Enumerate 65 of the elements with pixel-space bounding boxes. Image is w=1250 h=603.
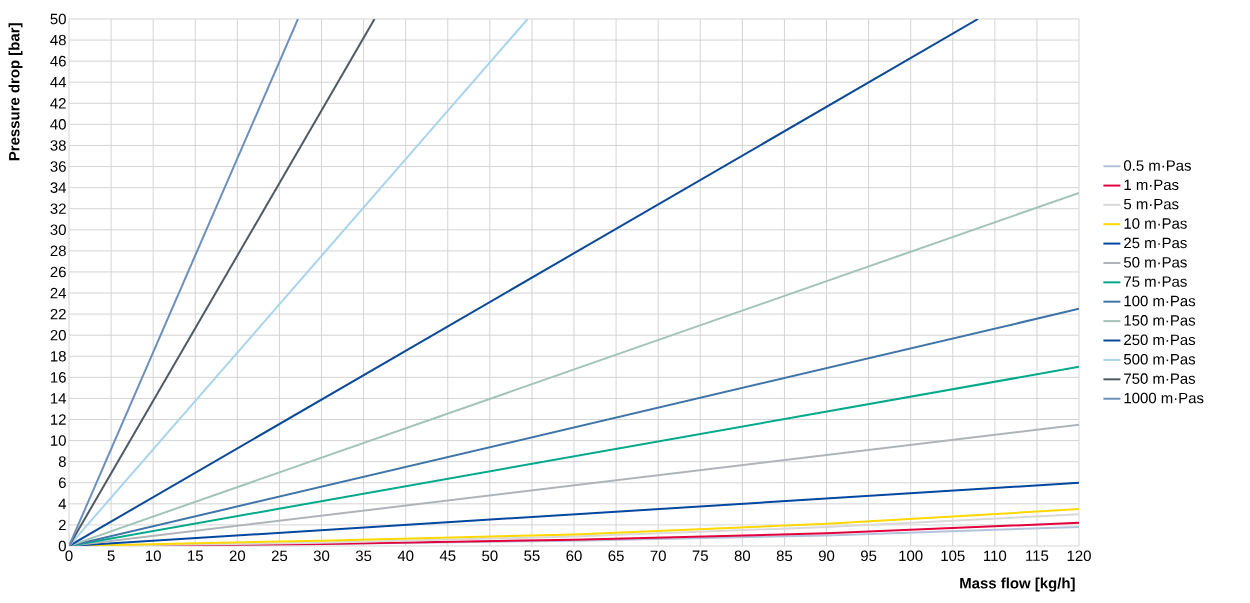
x-tick-label: 55 [524, 550, 540, 561]
x-tick-label: 45 [439, 550, 456, 561]
legend-label: 0.5 m·Pas [1123, 160, 1191, 171]
x-axis-title: Mass flow [kg/h] [960, 577, 1075, 592]
y-tick-label: 12 [51, 414, 66, 425]
x-tick-label: 65 [608, 550, 624, 562]
legend-label: 5 m·Pas [1124, 198, 1179, 210]
x-tick-label: 95 [860, 550, 877, 562]
legend-label: 250 m·Pas [1124, 334, 1196, 346]
y-tick-label: 0 [58, 540, 66, 552]
x-tick-label: 60 [566, 550, 582, 562]
y-tick-label: 38 [50, 140, 66, 151]
x-tick-label: 70 [650, 550, 666, 562]
legend-label: 1 m·Pas [1124, 179, 1179, 191]
x-tick-label: 10 [146, 550, 161, 562]
legend-label: 750 m·Pas [1124, 373, 1196, 384]
y-axis-title: Pressure drop [bar] [8, 23, 23, 161]
x-tick-label: 100 [899, 550, 923, 562]
y-tick-label: 14 [51, 393, 67, 404]
y-tick-label: 18 [51, 350, 66, 362]
x-tick-label: 120 [1067, 550, 1091, 562]
y-tick-label: 24 [50, 287, 67, 299]
x-tick-label: 80 [734, 550, 751, 562]
y-tick-label: 6 [58, 477, 66, 489]
y-tick-label: 30 [50, 224, 66, 236]
x-tick-label: 85 [776, 550, 793, 562]
y-tick-label: 2 [58, 519, 66, 531]
y-tick-label: 46 [50, 55, 66, 67]
y-tick-label: 10 [51, 435, 66, 446]
legend-label: 75 m·Pas [1124, 276, 1187, 287]
y-tick-label: 36 [50, 161, 66, 172]
y-tick-label: 42 [50, 98, 66, 109]
y-tick-label: 48 [50, 34, 66, 46]
x-tick-label: 75 [692, 550, 708, 561]
y-tick-label: 40 [50, 119, 66, 130]
y-tick-label: 34 [50, 182, 67, 193]
y-tick-label: 8 [58, 456, 66, 467]
x-tick-label: 90 [818, 550, 835, 562]
y-tick-label: 22 [50, 308, 66, 320]
x-tick-label: 15 [188, 550, 203, 561]
x-tick-label: 50 [482, 550, 498, 562]
x-tick-label: 5 [107, 550, 115, 561]
legend-label: 150 m·Pas [1124, 315, 1196, 326]
legend-label: 10 m·Pas [1124, 218, 1187, 229]
x-tick-label: 30 [313, 550, 330, 562]
y-tick-label: 28 [50, 245, 66, 257]
legend-label: 100 m·Pas [1124, 295, 1196, 307]
legend-label: 25 m·Pas [1124, 237, 1187, 249]
legend-label: 1000 m·Pas [1124, 392, 1204, 404]
y-tick-label: 44 [50, 77, 67, 88]
x-tick-label: 115 [1026, 550, 1049, 561]
y-tick-label: 26 [50, 266, 66, 278]
x-tick-label: 40 [397, 550, 414, 562]
x-tick-label: 105 [941, 550, 965, 562]
y-tick-label: 4 [58, 498, 67, 509]
y-tick-label: 32 [50, 203, 66, 214]
y-tick-label: 16 [51, 372, 66, 383]
y-tick-label: 20 [50, 329, 66, 341]
y-tick-label: 50 [50, 13, 66, 25]
x-tick-label: 20 [229, 550, 246, 562]
x-tick-label: 25 [271, 550, 288, 562]
x-tick-label: 110 [984, 550, 1007, 562]
legend-label: 50 m·Pas [1124, 257, 1187, 268]
x-tick-label: 35 [355, 550, 372, 562]
legend-label: 500 m·Pas [1124, 353, 1196, 365]
